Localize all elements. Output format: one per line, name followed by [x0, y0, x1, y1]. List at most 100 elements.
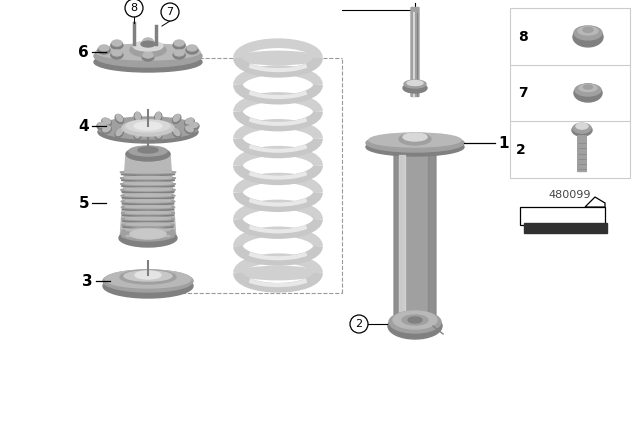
Ellipse shape: [97, 122, 107, 129]
Text: 480099: 480099: [548, 190, 591, 200]
Ellipse shape: [576, 123, 588, 129]
Ellipse shape: [103, 118, 110, 124]
Bar: [520, 207, 605, 225]
Ellipse shape: [123, 226, 173, 228]
Ellipse shape: [574, 84, 602, 102]
Ellipse shape: [98, 117, 198, 139]
Ellipse shape: [103, 126, 110, 132]
Ellipse shape: [121, 194, 175, 197]
Ellipse shape: [583, 27, 593, 32]
Ellipse shape: [186, 126, 193, 132]
Ellipse shape: [125, 211, 171, 214]
Ellipse shape: [134, 112, 141, 122]
Circle shape: [350, 315, 368, 333]
Ellipse shape: [98, 122, 106, 128]
Ellipse shape: [393, 311, 437, 329]
Ellipse shape: [156, 112, 161, 120]
Ellipse shape: [366, 134, 464, 152]
Ellipse shape: [125, 223, 170, 225]
Ellipse shape: [143, 38, 153, 44]
Text: 8: 8: [518, 30, 528, 44]
Ellipse shape: [123, 232, 173, 234]
Ellipse shape: [124, 171, 172, 173]
Ellipse shape: [155, 130, 162, 140]
Ellipse shape: [125, 182, 172, 185]
Ellipse shape: [121, 227, 175, 241]
FancyBboxPatch shape: [429, 152, 435, 319]
Ellipse shape: [174, 50, 184, 56]
Ellipse shape: [126, 235, 170, 237]
Ellipse shape: [134, 130, 141, 140]
Text: 1: 1: [498, 135, 509, 151]
Ellipse shape: [584, 85, 593, 89]
Ellipse shape: [135, 112, 140, 120]
FancyBboxPatch shape: [406, 315, 424, 319]
Ellipse shape: [187, 45, 197, 51]
Ellipse shape: [578, 27, 598, 35]
Ellipse shape: [119, 229, 177, 247]
Ellipse shape: [125, 194, 171, 196]
Ellipse shape: [389, 311, 441, 333]
FancyBboxPatch shape: [411, 8, 419, 96]
Ellipse shape: [120, 182, 175, 185]
Ellipse shape: [402, 315, 428, 325]
Ellipse shape: [238, 51, 318, 65]
Text: 3: 3: [83, 273, 93, 289]
Ellipse shape: [369, 133, 461, 147]
Circle shape: [161, 3, 179, 21]
Ellipse shape: [94, 52, 202, 72]
Ellipse shape: [98, 121, 198, 143]
Ellipse shape: [124, 177, 172, 179]
Ellipse shape: [112, 40, 122, 46]
Ellipse shape: [102, 118, 111, 126]
Ellipse shape: [572, 124, 592, 136]
Ellipse shape: [403, 83, 427, 93]
Ellipse shape: [121, 200, 175, 203]
FancyBboxPatch shape: [578, 136, 586, 172]
Ellipse shape: [189, 122, 199, 129]
Ellipse shape: [122, 217, 175, 220]
Ellipse shape: [130, 43, 166, 57]
Ellipse shape: [99, 45, 109, 51]
Ellipse shape: [122, 214, 173, 216]
Ellipse shape: [388, 313, 442, 339]
Ellipse shape: [122, 179, 175, 181]
Ellipse shape: [122, 211, 175, 215]
Ellipse shape: [122, 202, 174, 205]
Ellipse shape: [121, 188, 175, 191]
Ellipse shape: [173, 129, 181, 138]
Ellipse shape: [138, 147, 158, 153]
Ellipse shape: [397, 312, 433, 320]
Ellipse shape: [111, 51, 123, 59]
Ellipse shape: [126, 147, 170, 161]
Ellipse shape: [125, 188, 172, 190]
Ellipse shape: [120, 270, 176, 284]
Ellipse shape: [122, 185, 175, 187]
Ellipse shape: [155, 112, 162, 122]
Ellipse shape: [103, 270, 193, 292]
Ellipse shape: [122, 220, 173, 222]
Bar: [524, 223, 607, 233]
Text: 5: 5: [78, 195, 89, 211]
Ellipse shape: [115, 115, 124, 124]
Ellipse shape: [395, 312, 435, 324]
Ellipse shape: [173, 41, 185, 49]
Bar: [510, 8, 630, 178]
Ellipse shape: [366, 138, 464, 156]
Ellipse shape: [122, 197, 174, 199]
Ellipse shape: [141, 41, 155, 47]
Ellipse shape: [125, 206, 171, 208]
Ellipse shape: [579, 85, 597, 91]
Ellipse shape: [173, 51, 185, 59]
Ellipse shape: [126, 229, 170, 231]
Ellipse shape: [573, 27, 603, 47]
Ellipse shape: [103, 274, 193, 298]
Ellipse shape: [142, 39, 154, 47]
Ellipse shape: [116, 129, 122, 136]
Ellipse shape: [122, 120, 174, 136]
Ellipse shape: [105, 270, 191, 288]
Ellipse shape: [190, 122, 198, 128]
Ellipse shape: [135, 271, 161, 279]
Ellipse shape: [123, 237, 173, 240]
Ellipse shape: [135, 130, 140, 138]
